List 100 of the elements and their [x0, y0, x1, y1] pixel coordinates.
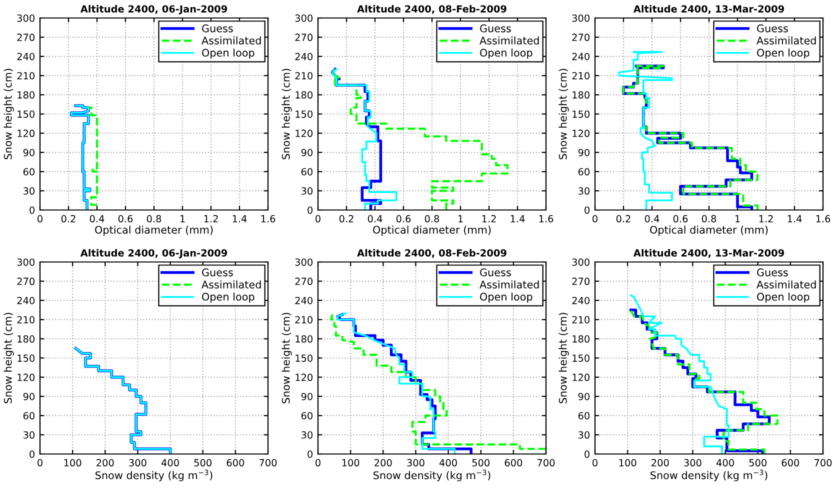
y-tick-label: 240 [17, 52, 34, 60]
x-tick-label: 1.4 [232, 215, 247, 222]
legend-label: Open loop [480, 48, 532, 59]
x-tick-label: 1 [458, 215, 463, 222]
y-tick-label: 210 [295, 72, 312, 80]
x-tick-label: 1 [735, 215, 740, 222]
legend-label: Assimilated [202, 280, 261, 288]
y-tick-label: 180 [18, 335, 34, 343]
y-tick-label: 270 [17, 278, 34, 286]
y-tick-label: 120 [18, 130, 34, 138]
y-tick-label: 270 [295, 278, 312, 286]
y-tick-label: 300 [17, 14, 34, 22]
y-tick-label: 120 [296, 374, 312, 382]
y-tick-label: 150 [572, 110, 590, 118]
x-tick-label: 0 [316, 459, 320, 466]
y-tick-label: 180 [572, 335, 590, 343]
x-tick-label: 0.6 [396, 215, 411, 222]
y-tick-label: 90 [301, 148, 312, 156]
x-tick-label: 100 [64, 459, 82, 466]
y-tick-label: 240 [295, 52, 312, 60]
y-axis-title: Snow height (cm) [558, 312, 569, 404]
legend-label: Open loop [480, 292, 532, 303]
x-tick-label: 400 [161, 459, 179, 466]
x-tick-label: 600 [504, 459, 522, 466]
y-tick-label: 210 [572, 316, 590, 324]
y-tick-label: 240 [572, 52, 590, 60]
x-tick-label: 0 [592, 215, 598, 222]
y-tick-label: 60 [301, 168, 312, 176]
y-tick-label: 30 [302, 187, 312, 195]
x-tick-label: 300 [129, 459, 146, 466]
y-tick-label: 30 [578, 431, 590, 439]
y-tick-label: 270 [17, 34, 34, 42]
x-tick-label: 0.4 [90, 215, 104, 222]
y-tick-label: 210 [295, 316, 312, 324]
x-tick-label: 700 [260, 459, 277, 466]
y-tick-label: 210 [17, 72, 34, 80]
x-tick-label: 0.6 [673, 215, 688, 222]
x-tick-label: 0 [592, 459, 598, 466]
y-tick-label: 210 [572, 72, 590, 80]
y-tick-label: 150 [572, 354, 590, 362]
y-tick-label: 300 [572, 258, 590, 266]
x-tick-label: 200 [652, 459, 669, 466]
y-tick-label: 180 [572, 91, 590, 99]
legend-label: Open loop [757, 292, 810, 303]
x-tick-label: 400 [439, 459, 457, 466]
x-tick-label: 0.8 [146, 215, 162, 222]
legend-label: Guess [480, 24, 511, 32]
legend-label: Assimilated [480, 280, 539, 288]
legend-label: Open loop [202, 48, 254, 59]
x-tick-label: 0.2 [61, 215, 76, 222]
x-axis-title: Optical diameter (mm) [95, 226, 213, 236]
y-tick-label: 0 [30, 450, 34, 458]
y-tick-label: 240 [17, 296, 34, 304]
y-tick-label: 30 [24, 431, 34, 439]
y-tick-label: 90 [578, 392, 590, 400]
y-tick-label: 0 [584, 450, 590, 458]
x-axis-title: Snow density (kg m$^{−3}$) [374, 470, 490, 482]
x-axis-title: Optical diameter (mm) [650, 226, 768, 236]
x-tick-label: 300 [684, 459, 702, 466]
y-tick-label: 180 [296, 335, 312, 343]
x-tick-label: 0.6 [118, 215, 133, 222]
y-tick-label: 180 [18, 91, 34, 99]
x-tick-label: 400 [716, 459, 734, 466]
y-tick-label: 90 [578, 148, 590, 156]
y-tick-label: 0 [30, 206, 34, 214]
legend-label: Guess [757, 24, 788, 32]
y-tick-label: 240 [295, 296, 312, 304]
y-tick-label: 30 [578, 187, 590, 195]
y-tick-label: 300 [572, 14, 590, 22]
x-tick-label: 500 [749, 459, 766, 466]
y-tick-label: 30 [24, 187, 34, 195]
x-tick-label: 1.2 [759, 215, 773, 222]
x-tick-label: 1.6 [261, 215, 276, 222]
chart-title: Altitude 2400, 06-Jan-2009 [80, 249, 227, 258]
x-tick-label: 0.2 [339, 215, 354, 222]
x-axis-title: Optical diameter (mm) [373, 226, 491, 236]
x-tick-label: 0.2 [616, 215, 630, 222]
x-tick-label: 700 [538, 459, 555, 466]
y-axis-title: Snow height (cm) [4, 68, 14, 160]
y-axis-title: Snow height (cm) [558, 68, 569, 160]
x-tick-label: 1.4 [510, 215, 525, 222]
y-tick-label: 30 [302, 431, 312, 439]
legend-label: Guess [202, 268, 233, 276]
x-tick-label: 1.2 [482, 215, 496, 222]
legend-label: Assimilated [756, 280, 816, 288]
y-tick-label: 150 [18, 354, 34, 362]
x-tick-label: 1.6 [816, 215, 830, 222]
y-axis-title: Snow height (cm) [282, 312, 292, 404]
legend-label: Guess [480, 268, 511, 276]
y-tick-label: 120 [296, 130, 312, 138]
y-tick-label: 90 [23, 148, 34, 156]
x-tick-label: 0 [316, 215, 320, 222]
legend-label: Open loop [202, 292, 254, 303]
x-tick-label: 0.8 [702, 215, 716, 222]
y-tick-label: 60 [578, 168, 590, 176]
x-tick-label: 100 [342, 459, 360, 466]
chart-title: Altitude 2400, 08-Feb-2009 [357, 5, 506, 14]
y-tick-label: 120 [18, 374, 34, 382]
y-tick-label: 300 [295, 258, 312, 266]
x-tick-label: 1 [180, 215, 185, 222]
